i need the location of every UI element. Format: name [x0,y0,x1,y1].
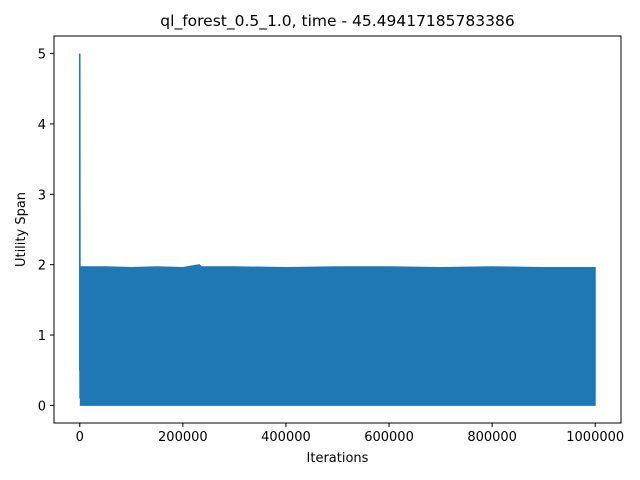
y-tick-label: 3 [38,188,46,203]
x-tick-label: 400000 [261,430,311,445]
chart-title: ql_forest_0.5_1.0, time - 45.49417185783… [160,12,514,31]
x-axis-label: Iterations [307,451,369,466]
x-tick-label: 0 [76,430,84,445]
x-tick-label: 1000000 [566,430,624,445]
x-tick-label: 600000 [364,430,414,445]
y-tick-label: 5 [38,48,46,63]
y-axis-label: Utility Span [14,192,29,267]
y-tick-label: 1 [38,329,46,344]
x-axis-ticks: 0 200000 400000 600000 800000 1000000 [76,423,624,445]
y-tick-label: 2 [38,259,46,274]
y-tick-label: 0 [38,399,46,414]
series-0-oscillation-band [79,264,596,406]
series-0-initial-spike [79,53,83,399]
y-axis-ticks: 0 1 2 3 4 5 [38,48,54,414]
y-tick-label: 4 [38,118,46,133]
plot-area [79,53,596,406]
x-tick-label: 800000 [467,430,517,445]
axes-frame [53,35,622,424]
x-tick-label: 200000 [158,430,208,445]
